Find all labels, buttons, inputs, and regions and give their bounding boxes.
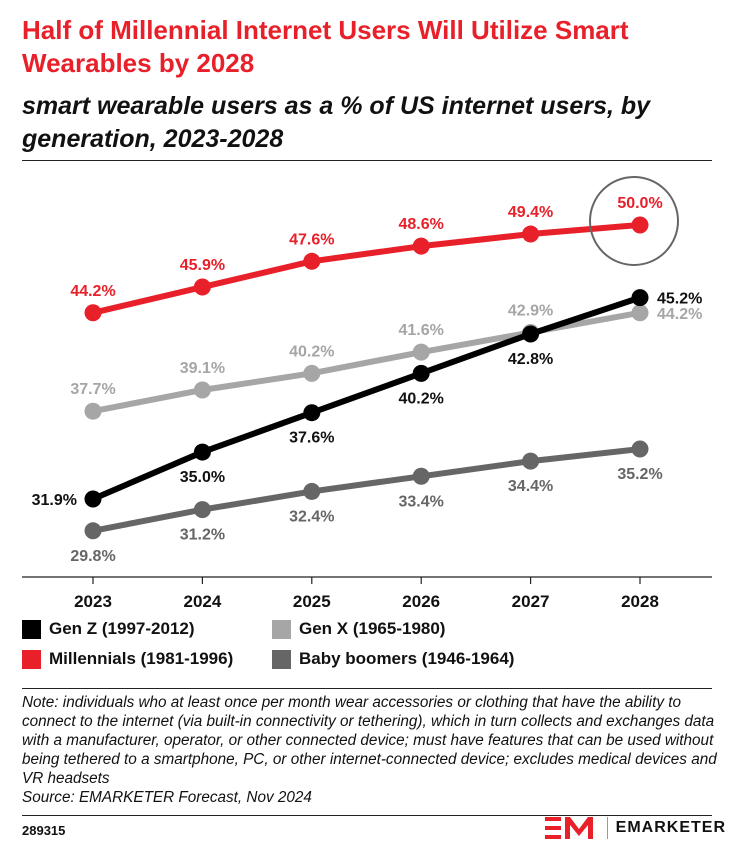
x-tick-label: 2027 (512, 592, 550, 611)
data-point-baby (522, 452, 540, 470)
data-point-baby (303, 482, 321, 500)
data-point-millennials (193, 278, 211, 296)
data-label-baby: 33.4% (399, 493, 444, 510)
chart-subtitle: smart wearable users as a % of US intern… (22, 92, 651, 153)
data-label-gen: 42.9% (508, 302, 553, 319)
data-point-millennials (303, 252, 321, 270)
legend-item-baby: Baby boomers (1946-1964) (272, 649, 514, 669)
data-label-gen: 44.2% (657, 306, 702, 323)
data-label-gen: 39.1% (180, 360, 225, 377)
data-point-gen (631, 304, 649, 322)
source-text: Source: EMARKETER Forecast, Nov 2024 (22, 789, 312, 806)
data-label-gen: 37.7% (70, 381, 115, 398)
legend-label: Gen X (1965-1980) (299, 619, 446, 638)
x-tick-label: 2025 (293, 592, 331, 611)
data-label-millennials: 50.0% (617, 195, 662, 212)
data-point-millennials (631, 216, 649, 234)
data-point-gen (412, 364, 430, 382)
data-point-gen (303, 404, 321, 422)
brand-logo: EMARKETER (544, 815, 726, 841)
data-label-gen: 41.6% (399, 322, 444, 339)
data-label-gen: 37.6% (289, 430, 334, 447)
legend-swatch (272, 649, 291, 669)
data-point-gen (84, 490, 102, 508)
data-label-gen: 42.8% (508, 351, 553, 368)
legend-item-gen: Gen X (1965-1980) (272, 619, 445, 639)
data-point-gen (193, 381, 211, 399)
data-point-baby (193, 501, 211, 519)
data-label-millennials: 45.9% (180, 257, 225, 274)
legend-swatch (22, 619, 41, 639)
data-point-millennials (84, 304, 102, 322)
x-tick-label: 2026 (402, 592, 440, 611)
series-line-baby (90, 446, 643, 534)
note-text: Note: individuals who at least once per … (22, 694, 717, 787)
brand-name: EMARKETER (615, 819, 726, 836)
header-divider (22, 160, 712, 161)
data-label-millennials: 49.4% (508, 204, 553, 221)
em-logo-icon (544, 817, 593, 839)
x-tick-label: 2023 (74, 592, 112, 611)
chart-note: Note: individuals who at least once per … (22, 693, 722, 807)
series-line-gen (90, 294, 643, 502)
data-point-gen (193, 443, 211, 461)
data-point-gen (631, 289, 649, 307)
brand-separator (606, 817, 608, 839)
data-point-millennials (522, 225, 540, 243)
line-chart: 2023 2024 2025 2026 2027 2028 29.8% 31.2% 32.4% 3… (22, 175, 712, 611)
data-point-gen (84, 402, 102, 420)
legend-label: Millennials (1981-1996) (49, 649, 234, 668)
data-label-gen: 40.2% (399, 390, 444, 407)
data-label-gen: 45.2% (657, 291, 702, 308)
chart-title: Half of Millennial Internet Users Will U… (22, 15, 629, 78)
data-label-gen: 40.2% (289, 343, 334, 360)
data-point-baby (631, 440, 649, 458)
data-label-baby: 29.8% (70, 548, 115, 565)
footer-divider (22, 688, 712, 689)
x-tick-label: 2024 (183, 592, 221, 611)
x-tick-label: 2028 (621, 592, 659, 611)
bottom-divider (22, 815, 712, 816)
data-point-gen (412, 343, 430, 361)
data-label-millennials: 44.2% (70, 283, 115, 300)
data-label-gen: 35.0% (180, 469, 225, 486)
legend-swatch (272, 619, 291, 639)
highlight-circle (589, 175, 679, 266)
data-label-millennials: 47.6% (289, 231, 334, 248)
data-label-millennials: 48.6% (399, 216, 444, 233)
data-point-millennials (412, 237, 430, 255)
data-label-baby: 35.2% (617, 466, 662, 483)
data-label-baby: 31.2% (180, 527, 225, 544)
data-label-baby: 32.4% (289, 508, 334, 525)
series-line-millennials (90, 221, 643, 316)
data-point-gen (303, 364, 321, 382)
legend-item-gen: Gen Z (1997-2012) (22, 619, 195, 639)
legend-item-millennials: Millennials (1981-1996) (22, 649, 233, 669)
data-point-baby (412, 467, 430, 485)
data-point-gen (522, 325, 540, 343)
data-point-baby (84, 522, 102, 540)
legend-label: Gen Z (1997-2012) (49, 619, 195, 638)
legend-label: Baby boomers (1946-1964) (299, 649, 515, 668)
chart-id: 289315 (22, 823, 66, 838)
legend-swatch (22, 649, 41, 669)
data-label-baby: 34.4% (508, 478, 553, 495)
data-label-gen: 31.9% (32, 492, 77, 509)
